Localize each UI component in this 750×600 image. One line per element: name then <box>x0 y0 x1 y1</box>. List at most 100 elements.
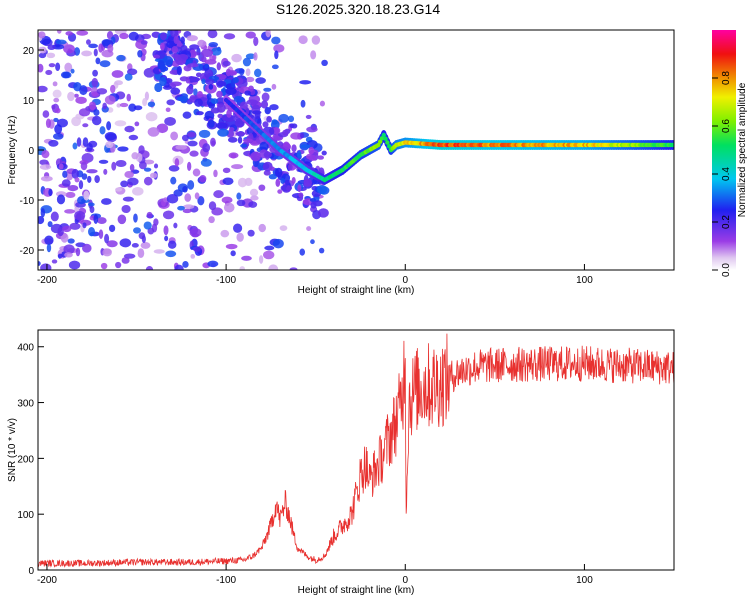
spectrogram-blob <box>44 235 54 246</box>
spectrogram-blob <box>207 260 219 268</box>
spectrogram-blob <box>319 100 325 107</box>
spectrogram-blob <box>282 129 289 136</box>
spectrogram-blob <box>274 50 279 60</box>
spectrogram-blob <box>69 222 81 230</box>
spectrogram-blob <box>140 40 148 45</box>
spectrogram-blob <box>300 144 311 149</box>
spectrogram-blob <box>271 83 277 90</box>
spectrogram-blob <box>103 168 108 175</box>
spectrogram-blob <box>57 253 63 259</box>
colorbar-ticks: 0.0 0.2 0.4 0.6 0.8 <box>712 71 732 277</box>
spectrogram-y-tick-label: 10 <box>23 96 35 107</box>
spectrogram-y-tick-label: -20 <box>20 246 35 257</box>
spectrogram-blob <box>177 205 185 211</box>
spectrogram-blob <box>78 180 84 190</box>
snr-panel: -200 -100 0 100 0 100 200 300 400 Height of str… <box>7 329 675 596</box>
spectrogram-blob <box>280 177 285 184</box>
spectrogram-blob <box>173 222 178 229</box>
spectrogram-blob <box>162 23 172 29</box>
spectrogram-blob <box>230 250 236 257</box>
spectrogram-blob <box>64 209 76 214</box>
spectrogram-blob <box>143 176 153 186</box>
spectrogram-blob <box>45 69 53 76</box>
colorbar-tick-label: 0.6 <box>721 119 732 133</box>
snr-y-tick-label: 0 <box>28 566 34 577</box>
spectrogram-blob <box>246 99 259 106</box>
spectrogram-blob <box>74 177 80 183</box>
spectrogram-blob <box>271 36 281 45</box>
spectrogram-blob <box>213 169 218 178</box>
spectrogram-blob <box>182 111 192 119</box>
spectrogram-blob <box>241 255 252 261</box>
spectrogram-blob <box>38 215 45 225</box>
spectrogram-blob <box>162 210 175 220</box>
spectrogram-blob <box>237 177 248 188</box>
spectrogram-blob <box>192 246 201 252</box>
spectrogram-blob <box>287 115 295 123</box>
spectrogram-blob <box>185 78 191 84</box>
spectrogram-blob <box>61 179 71 187</box>
spectrogram-blob <box>174 158 180 167</box>
spectrogram-blob <box>254 68 262 78</box>
spectrogram-blob <box>216 80 227 87</box>
spectrogram-blob <box>317 208 329 218</box>
spectrogram-blob <box>143 221 152 230</box>
spectrogram-blob <box>164 117 176 126</box>
spectrogram-blob <box>133 105 143 111</box>
spectrogram-blob <box>144 91 150 101</box>
spectrogram-blob <box>167 240 177 249</box>
spectrogram-blob <box>38 63 44 73</box>
spectrogram-blob <box>208 216 215 224</box>
spectrogram-blob <box>92 69 98 77</box>
ridge-point <box>385 140 390 145</box>
spectrogram-blob <box>259 141 269 151</box>
spectrogram-blob <box>183 204 195 210</box>
spectrogram-blob <box>299 80 312 85</box>
spectrogram-blob <box>128 31 139 41</box>
spectrogram-blob <box>70 68 75 74</box>
spectrogram-blob <box>142 97 148 107</box>
spectrogram-blob <box>119 32 129 40</box>
snr-frame <box>37 329 675 571</box>
spectrogram-blob <box>197 39 206 48</box>
spectrogram-blob <box>194 192 200 200</box>
spectrogram-blob <box>81 50 93 57</box>
spectrogram-blob <box>192 168 201 177</box>
spectrogram-blob <box>93 48 98 57</box>
spectrogram-blob <box>228 127 235 132</box>
spectrogram-blob <box>237 136 243 144</box>
spectrogram-blob <box>146 211 153 219</box>
spectrogram-blob <box>164 30 170 31</box>
spectrogram-y-tick-label: -10 <box>20 196 35 207</box>
spectrogram-blob <box>111 161 117 171</box>
spectrogram-blob <box>75 247 81 257</box>
ridge-point <box>671 142 674 148</box>
spectrogram-blob <box>47 221 53 228</box>
spectrogram-blob <box>264 107 271 115</box>
spectrogram-blob <box>82 243 92 253</box>
colorbar-tick-label: 0.2 <box>721 215 732 229</box>
spectrogram-blob <box>236 199 246 207</box>
spectrogram-blob <box>245 68 251 77</box>
spectrogram-blob <box>208 201 217 211</box>
spectrogram-blob <box>286 185 292 192</box>
spectrogram-blob <box>308 146 315 155</box>
spectrogram-blob <box>56 30 62 34</box>
spectrogram-blob <box>231 53 242 63</box>
spectrogram-blob <box>317 155 324 160</box>
spectrogram-blob <box>162 56 174 66</box>
spectrogram-blob <box>264 245 275 251</box>
snr-x-tick-label: 100 <box>576 575 593 586</box>
spectrogram-blob <box>117 146 129 152</box>
spectrogram-blob <box>38 85 48 93</box>
spectrogram-blob <box>46 52 56 59</box>
spectrogram-blob <box>71 116 82 127</box>
spectrogram-blob <box>128 134 139 141</box>
spectrogram-blob <box>102 248 112 257</box>
spectrogram-x-tick-label: -200 <box>37 275 57 286</box>
spectrogram-blob <box>82 137 89 148</box>
spectrogram-blob <box>119 238 132 248</box>
spectrogram-blob <box>162 66 169 72</box>
spectrogram-blob <box>114 120 127 127</box>
